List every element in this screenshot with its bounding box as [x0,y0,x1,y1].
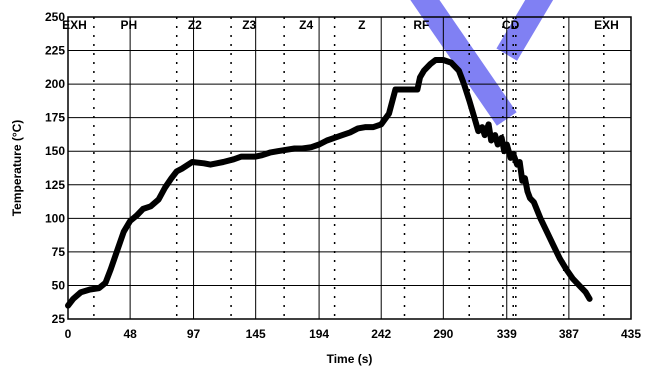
plot-frame [67,16,632,320]
zone-label: Z2 [188,18,202,32]
y-tick-label: 225 [45,44,65,58]
x-axis-ticks: 0 48 97 145 194 242 290 339 387 435 [65,327,642,341]
series-group [65,57,593,309]
watermark-stroke [410,0,517,126]
x-tick-label: 145 [246,327,266,341]
x-tick-label: 194 [309,327,329,341]
zone-label: CD [502,18,520,32]
x-tick-label: 290 [433,327,453,341]
zone-labels: EXH PH Z2 Z3 Z4 Z RF CD EXH [62,18,619,32]
x-tick-label: 242 [371,327,391,341]
grid [67,16,632,320]
zone-label: Z [358,18,365,32]
y-tick-label: 200 [45,77,65,91]
y-axis-title: Temperature (°C) [10,120,24,217]
series-line [65,57,593,309]
zone-label: Z3 [242,18,256,32]
y-tick-label: 175 [45,111,65,125]
zone-label: Z4 [299,18,313,32]
zone-label: PH [120,18,137,32]
y-tick-label: 250 [45,10,65,24]
y-axis-ticks: 25 50 75 100 125 150 175 200 225 250 [45,10,65,326]
y-tick-label: 150 [45,144,65,158]
x-axis-title: Time (s) [327,352,373,366]
x-tick-label: 435 [621,327,641,341]
y-tick-label: 25 [52,312,66,326]
y-tick-label: 50 [52,278,66,292]
zone-label: RF [413,18,429,32]
zone-boundaries [93,17,605,319]
x-tick-label: 339 [497,327,517,341]
y-tick-label: 125 [45,178,65,192]
watermark [410,0,554,126]
x-tick-label: 48 [123,327,137,341]
x-tick-label: 97 [187,327,201,341]
watermark-stroke [496,0,554,61]
zone-label: EXH [594,18,619,32]
x-tick-label: 0 [65,327,72,341]
x-tick-label: 387 [559,327,579,341]
y-tick-label: 100 [45,211,65,225]
y-tick-label: 75 [52,245,66,259]
zone-label: EXH [62,18,87,32]
